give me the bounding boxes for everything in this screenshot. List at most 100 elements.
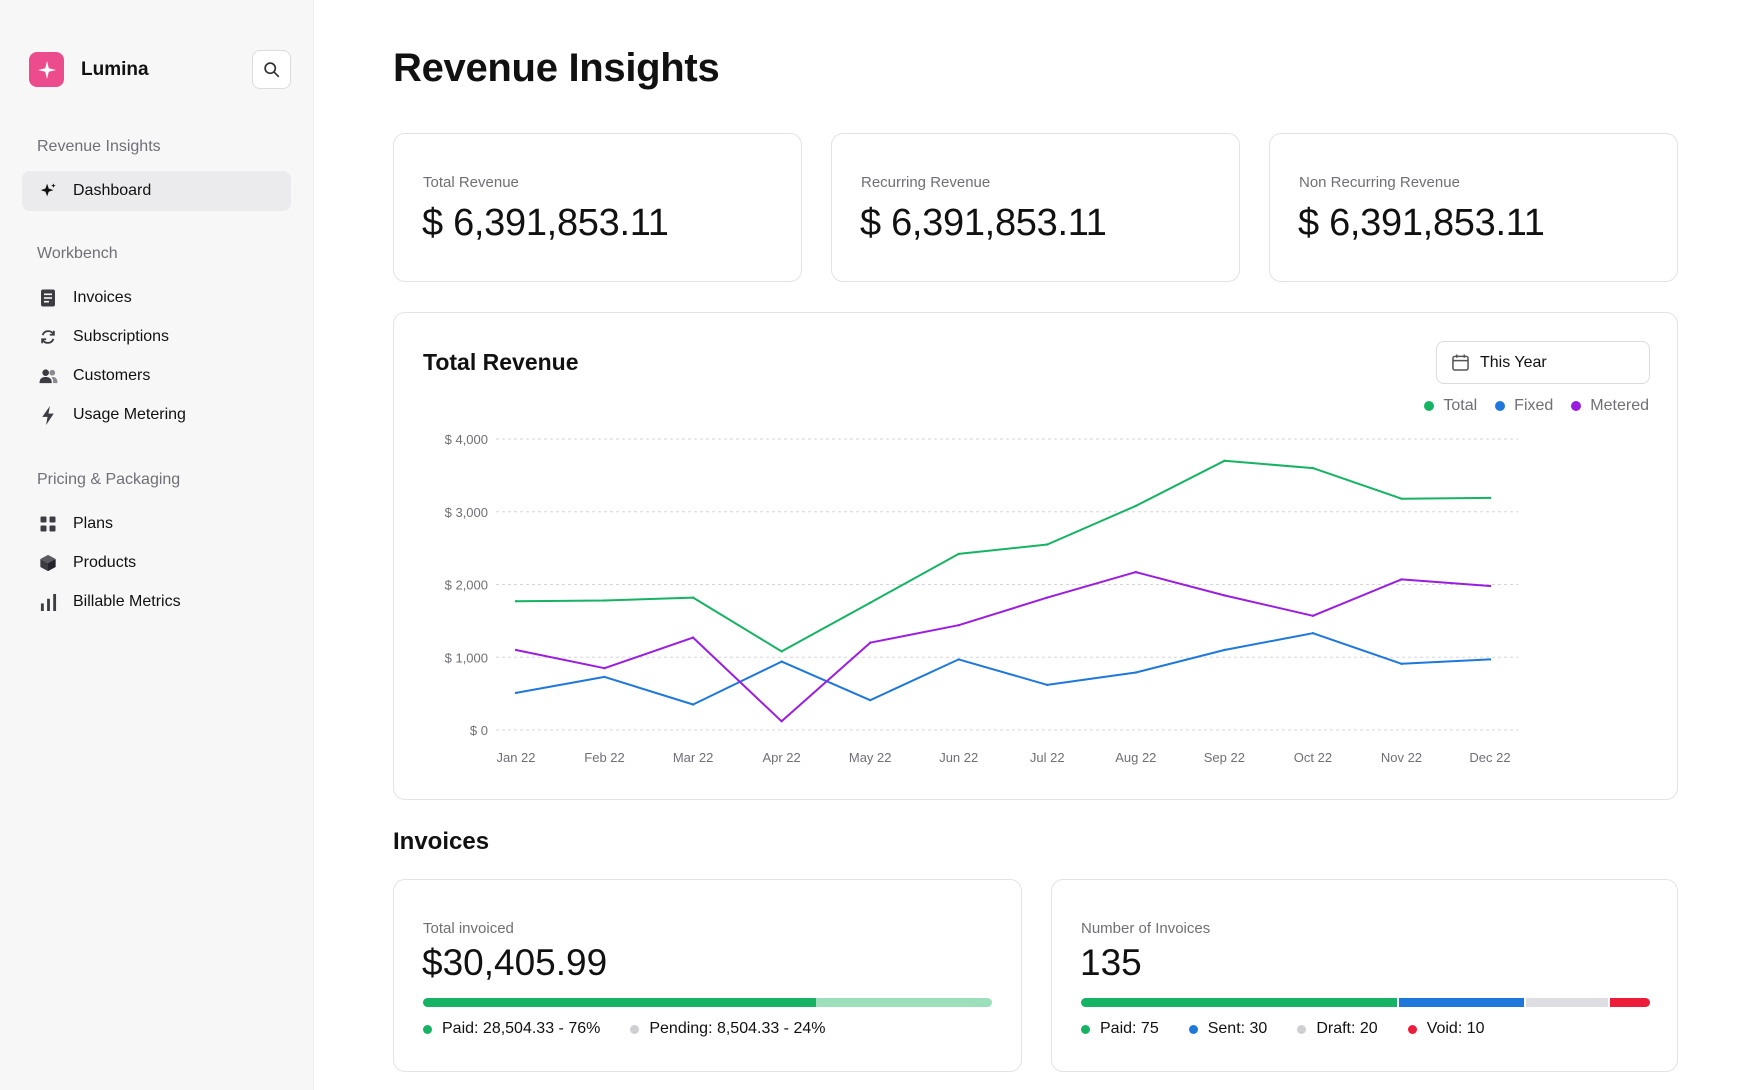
total-invoiced-card: Total invoiced $30,405.99 Paid: 28,504.3… <box>393 879 1022 1072</box>
sidebar: Lumina Revenue Insights Dashboard Workbe… <box>0 0 314 1090</box>
x-tick-label: Dec 22 <box>1469 750 1510 765</box>
legend-item: Sent: 30 <box>1188 1020 1268 1038</box>
sidebar-item-label: Products <box>73 554 137 571</box>
data-point-metered <box>1046 596 1049 599</box>
legend-label: Draft: 20 <box>1316 1020 1378 1037</box>
x-tick-label: Aug 22 <box>1115 750 1156 765</box>
data-point-fixed <box>1223 648 1226 652</box>
data-point-fixed <box>603 675 606 679</box>
search-button[interactable] <box>252 50 291 89</box>
legend-item: Paid: 28,504.33 - 76% <box>423 1020 600 1038</box>
data-point-metered <box>691 636 695 639</box>
data-point-fixed <box>957 658 960 661</box>
legend-label: Paid: 28,504.33 - 76% <box>442 1020 601 1037</box>
data-point-fixed <box>1046 683 1049 687</box>
search-icon <box>264 62 280 78</box>
legend-label: Sent: 30 <box>1207 1020 1268 1037</box>
sidebar-item-billable-metrics[interactable]: Billable Metrics <box>22 582 291 622</box>
legend-dot <box>1081 1024 1090 1034</box>
x-tick-label: Nov 22 <box>1381 750 1422 765</box>
revenue-chart-card: $ 0 $ 1,000 $ 2,000 $ 3,000 $ 4,000 Jan 22 Feb… <box>393 312 1678 800</box>
y-tick-label: $ 1,000 <box>445 650 488 665</box>
y-tick-label: $ 0 <box>470 723 488 738</box>
sidebar-item-products[interactable]: Products <box>22 543 291 583</box>
kpi-value: $ 6,391,853.11 <box>422 202 669 244</box>
invoice-icon <box>38 288 58 308</box>
data-point-fixed <box>868 698 872 702</box>
refresh-icon <box>38 327 58 347</box>
data-point-fixed <box>514 691 518 695</box>
box-icon <box>38 553 58 573</box>
kpi-label: Non Recurring Revenue <box>1299 174 1460 191</box>
data-point-total <box>1311 466 1315 470</box>
kpi-label: Total Revenue <box>423 174 519 191</box>
bar-segment <box>815 998 992 1007</box>
data-point-fixed <box>1400 662 1403 665</box>
data-point-total <box>603 599 606 602</box>
y-tick-label: $ 2,000 <box>445 578 488 593</box>
data-point-total <box>691 596 695 599</box>
kpi-value: $ 6,391,853.11 <box>860 202 1107 244</box>
sidebar-item-label: Plans <box>73 515 114 532</box>
nav-section-workbench: Workbench <box>37 245 118 262</box>
data-point-fixed <box>1488 658 1492 661</box>
date-range-label: This Year <box>1480 353 1547 371</box>
chart-title: Total Revenue <box>423 349 579 375</box>
bar-segment <box>1523 998 1608 1007</box>
data-point-total <box>1046 543 1049 546</box>
x-tick-label: May 22 <box>849 750 892 765</box>
brand[interactable]: Lumina <box>29 52 149 87</box>
legend-item-metered: Metered <box>1571 397 1649 415</box>
nav-section-revenue-insights: Revenue Insights <box>37 138 161 155</box>
data-point-fixed <box>780 660 783 663</box>
series-line-total <box>515 459 1491 653</box>
legend-dot <box>423 1024 432 1034</box>
data-point-metered <box>603 666 606 670</box>
data-point-fixed <box>691 703 695 706</box>
data-point-total <box>868 601 872 604</box>
sidebar-item-usage-metering[interactable]: Usage Metering <box>22 395 291 435</box>
sidebar-item-label: Customers <box>73 367 151 384</box>
calendar-icon <box>1452 354 1469 371</box>
sidebar-item-label: Dashboard <box>73 182 152 199</box>
kpi-card-recurring-revenue: Recurring Revenue $ 6,391,853.11 <box>831 133 1240 282</box>
x-tick-label: Jan 22 <box>496 750 535 765</box>
sidebar-item-label: Usage Metering <box>73 406 186 423</box>
y-tick-label: $ 4,000 <box>445 432 488 447</box>
sidebar-item-plans[interactable]: Plans <box>22 504 291 544</box>
bar-segment <box>1081 998 1398 1007</box>
invoice-count-label: Number of Invoices <box>1081 920 1211 937</box>
chart-legend: Total Fixed Metered <box>1406 397 1649 415</box>
data-point-total <box>1488 496 1492 500</box>
x-tick-label: Sep 22 <box>1204 750 1245 765</box>
x-tick-label: Jul 22 <box>1030 750 1065 765</box>
app-name: Lumina <box>81 58 149 80</box>
legend-item: Void: 10 <box>1407 1020 1485 1038</box>
legend-dot <box>1407 1024 1417 1034</box>
kpi-card-total-revenue: Total Revenue $ 6,391,853.11 <box>393 133 802 282</box>
data-point-metered <box>868 641 872 644</box>
data-point-metered <box>1400 578 1403 581</box>
date-range-select[interactable]: This Year <box>1436 341 1650 384</box>
legend-dot <box>1188 1024 1198 1034</box>
invoice-status-bar <box>1081 998 1650 1007</box>
data-point-metered <box>780 720 783 723</box>
kpi-card-non-recurring-revenue: Non Recurring Revenue $ 6,391,853.11 <box>1269 133 1678 282</box>
bar-segment <box>1607 998 1650 1007</box>
sidebar-item-customers[interactable]: Customers <box>22 356 291 396</box>
sidebar-item-invoices[interactable]: Invoices <box>22 278 291 318</box>
sparkle-icon <box>38 181 58 201</box>
invoiced-progress-bar <box>423 998 992 1007</box>
data-point-metered <box>957 624 960 627</box>
kpi-value: $ 6,391,853.11 <box>1298 202 1545 244</box>
data-point-total <box>1400 497 1403 500</box>
data-point-fixed <box>1134 671 1138 674</box>
legend-item: Pending: 8,504.33 - 24% <box>630 1020 825 1038</box>
sidebar-item-subscriptions[interactable]: Subscriptions <box>22 317 291 357</box>
data-point-total <box>957 552 960 556</box>
legend-label: Void: 10 <box>1426 1020 1485 1037</box>
y-tick-label: $ 3,000 <box>445 505 488 520</box>
x-tick-label: Apr 22 <box>762 750 800 765</box>
nav-section-pricing-packaging: Pricing & Packaging <box>37 471 181 488</box>
sidebar-item-dashboard[interactable]: Dashboard <box>22 171 291 211</box>
